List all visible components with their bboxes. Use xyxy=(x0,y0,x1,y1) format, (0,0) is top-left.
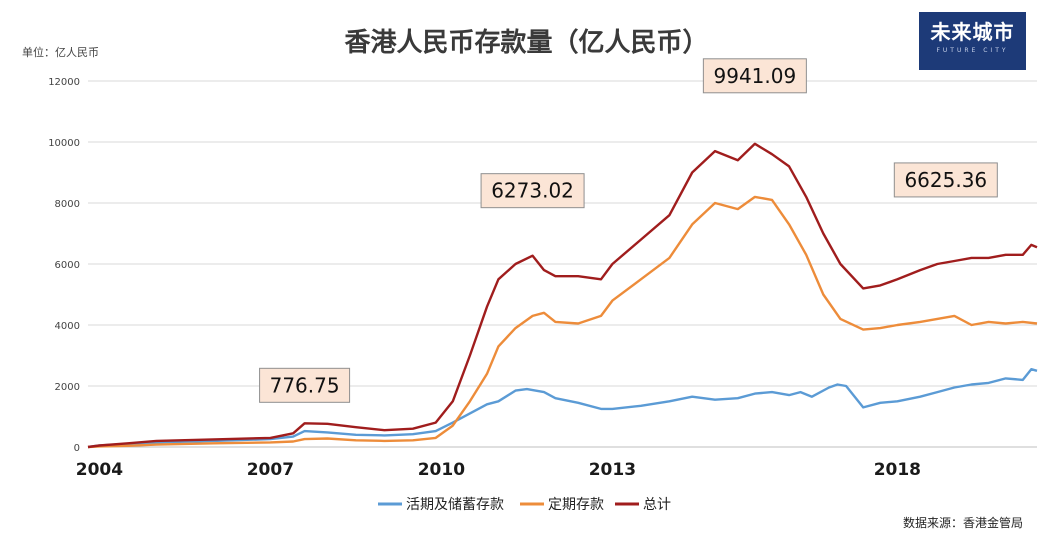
logo-main-text: 未来城市 xyxy=(930,20,1015,44)
value-annotations: 776.75 6273.02 9941.09 6625.36 xyxy=(259,58,998,403)
annotation-2: 9941.09 xyxy=(702,58,807,94)
x-tick-label: 2018 xyxy=(874,460,921,480)
annotation-box xyxy=(893,162,998,198)
unit-label: 单位：亿人民币 xyxy=(22,46,99,59)
x-tick-label: 2013 xyxy=(589,460,636,480)
future-city-logo: 未来城市 FUTURE CITY xyxy=(919,12,1026,70)
annotation-3: 6625.36 xyxy=(893,162,998,198)
legend-label: 定期存款 xyxy=(548,497,604,513)
annotation-label: 6625.36 xyxy=(904,168,987,192)
series-line-time xyxy=(87,195,1038,449)
legend: 活期及储蓄存款 定期存款 总计 xyxy=(378,497,671,513)
annotation-label: 9941.09 xyxy=(714,64,797,88)
y-tick-label: 4000 xyxy=(55,321,80,332)
annotation-1: 6273.02 xyxy=(480,173,585,209)
x-tick-label: 2004 xyxy=(76,460,123,480)
y-tick-label: 12000 xyxy=(48,77,80,88)
legend-label: 活期及储蓄存款 xyxy=(406,497,504,513)
x-tick-label: 2010 xyxy=(418,460,465,480)
legend-label: 总计 xyxy=(643,497,671,513)
annotation-label: 776.75 xyxy=(270,373,340,397)
y-axis-ticks: 0 2000 4000 6000 8000 10000 12000 xyxy=(48,77,80,454)
annotation-box xyxy=(702,58,807,94)
annotation-label: 6273.02 xyxy=(491,179,574,203)
series-line-total xyxy=(87,142,1038,449)
data-source: 数据来源：香港金管局 xyxy=(902,516,1023,530)
gridlines xyxy=(88,80,1037,448)
y-tick-label: 2000 xyxy=(55,382,80,393)
legend-item-time: 定期存款 xyxy=(520,497,604,513)
y-tick-label: 10000 xyxy=(48,138,80,149)
annotation-0: 776.75 xyxy=(259,367,351,403)
x-tick-label: 2007 xyxy=(247,460,294,480)
annotation-box xyxy=(480,173,585,209)
chart-title: 香港人民币存款量（亿人民币） xyxy=(344,28,709,58)
series-lines xyxy=(87,142,1038,449)
y-tick-label: 8000 xyxy=(55,199,80,210)
x-axis-ticks: 2004 2007 2010 2013 2018 xyxy=(76,460,921,480)
y-tick-label: 0 xyxy=(74,443,80,454)
legend-item-total: 总计 xyxy=(615,497,671,513)
annotation-box xyxy=(259,367,351,403)
logo-sub-text: FUTURE CITY xyxy=(936,47,1009,54)
legend-item-demand: 活期及储蓄存款 xyxy=(378,497,504,513)
series-line-demand xyxy=(87,368,1038,449)
y-tick-label: 6000 xyxy=(55,260,80,271)
